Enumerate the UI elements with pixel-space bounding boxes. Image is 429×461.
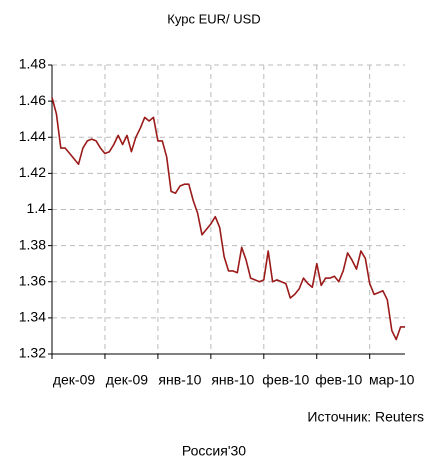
y-tick-label: 1.38 [19,236,46,252]
y-tick-label: 1.48 [19,56,46,72]
line [51,97,405,341]
y-tick-label: 1.36 [19,272,46,288]
y-tick-label: 1.32 [19,345,46,361]
footer: Россия'30 [182,443,246,459]
x-tick-label: мар-10 [369,372,415,388]
x-tick-label: янв-10 [211,372,254,388]
y-tick-label: 1.34 [19,309,46,325]
chart-title: Курс EUR/ USD [167,11,260,26]
y-tick-label: 1.46 [19,92,46,108]
x-tick-label: янв-10 [158,372,201,388]
x-tick-label: дек-09 [106,372,149,388]
x-tick-label: фев-10 [262,372,309,388]
x-tick-label: дек-09 [53,372,96,388]
y-tick-label: 1.4 [27,200,47,216]
y-tick-label: 1.44 [19,128,46,144]
y-tick-label: 1.42 [19,164,46,180]
x-tick-label: фев-10 [315,372,362,388]
source: Источник: Reuters [307,409,424,425]
